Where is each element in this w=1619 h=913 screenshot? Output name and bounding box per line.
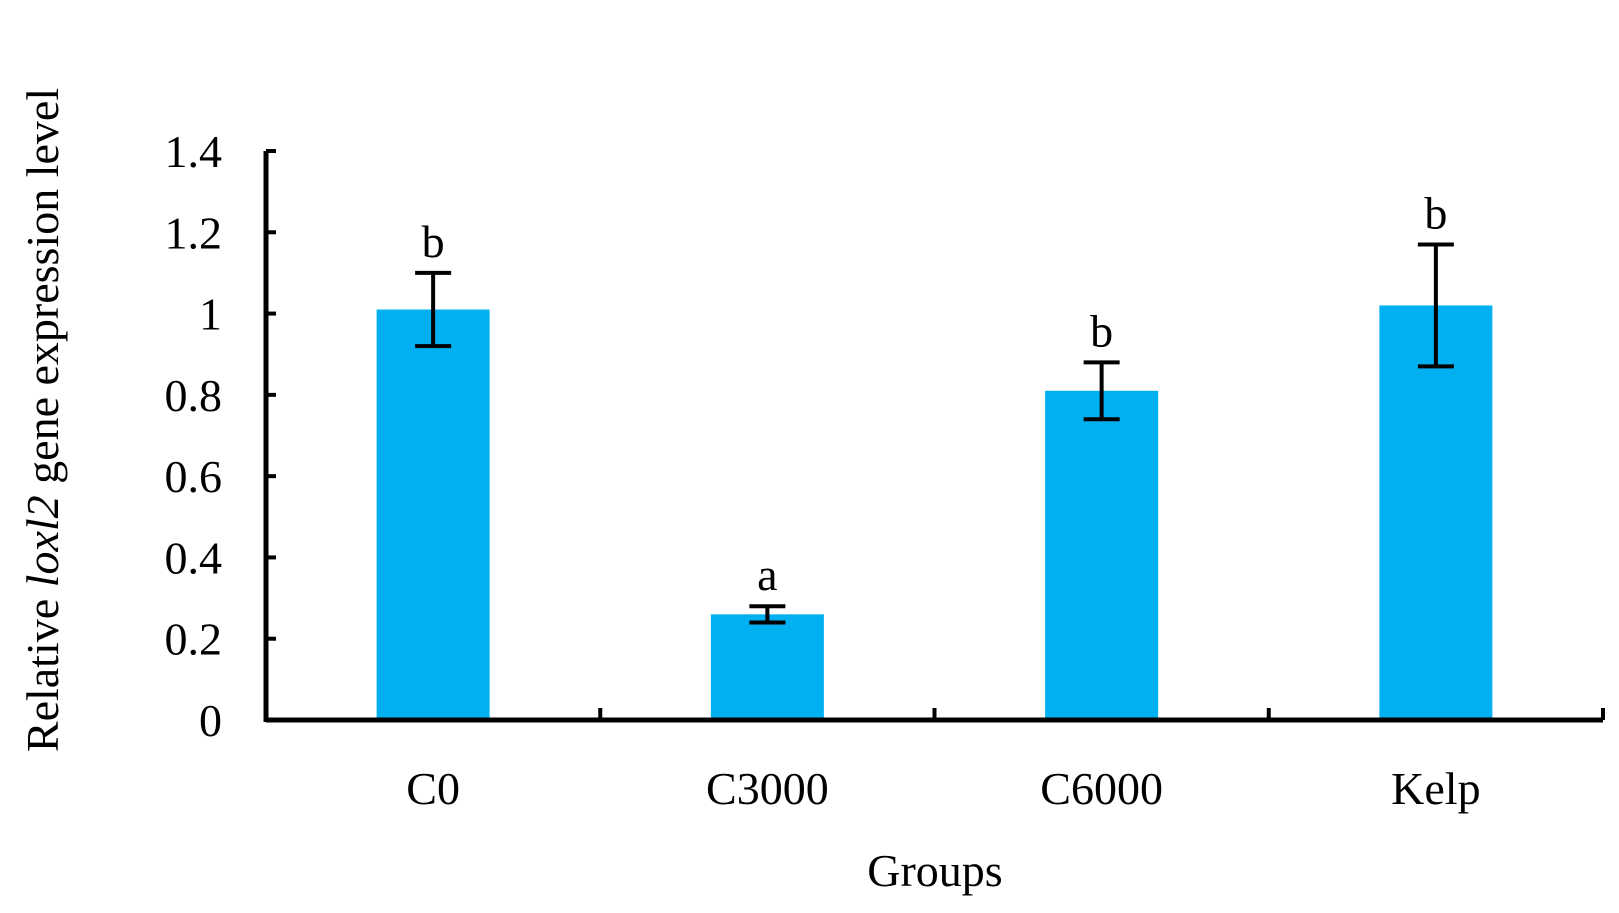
significance-label-c0: b (422, 216, 445, 267)
y-tick-label: 0 (199, 695, 222, 746)
significance-label-c6000: b (1090, 305, 1113, 356)
significance-labels-layer: b a b b (422, 187, 1448, 600)
tick-labels-layer: 0 0.2 0.4 0.6 0.8 1 1.2 1.4 (165, 126, 223, 746)
y-tick-label: 0.2 (165, 614, 223, 665)
bars-layer (376, 305, 1493, 720)
y-tick-label: 1.2 (165, 207, 223, 258)
bar-c6000 (1045, 390, 1159, 720)
x-axis-title: Groups (867, 845, 1002, 896)
category-labels-layer: C0 C3000 C6000 Kelp (406, 763, 1480, 814)
y-tick-label: 0.4 (165, 532, 223, 583)
axes-layer (263, 149, 1605, 723)
y-axis-title-gene: loxl2 (17, 495, 68, 587)
y-axis-title: Relative loxl2 gene expression level (17, 88, 68, 752)
error-bar-c3000 (749, 604, 786, 625)
y-tick-label: 0.6 (165, 451, 223, 502)
significance-label-kelp: b (1424, 187, 1447, 238)
category-label-c3000: C3000 (706, 763, 829, 814)
bar-c3000 (710, 614, 824, 720)
y-tick-label: 0.8 (165, 370, 223, 421)
bar-c0 (376, 309, 490, 720)
y-axis-title-suffix: gene expression level (17, 88, 68, 495)
bar-kelp (1379, 305, 1493, 720)
error-bar-c6000 (1083, 360, 1120, 422)
y-tick-label: 1 (199, 289, 222, 340)
error-bar-c0 (415, 270, 452, 349)
category-label-kelp: Kelp (1391, 763, 1480, 814)
category-label-c0: C0 (406, 763, 460, 814)
significance-label-c3000: a (757, 549, 777, 600)
y-axis-title-prefix: Relative (17, 587, 68, 752)
error-bars-layer (415, 242, 1454, 625)
error-bar-kelp (1417, 242, 1454, 369)
category-label-c6000: C6000 (1040, 763, 1163, 814)
y-tick-label: 1.4 (165, 126, 223, 177)
